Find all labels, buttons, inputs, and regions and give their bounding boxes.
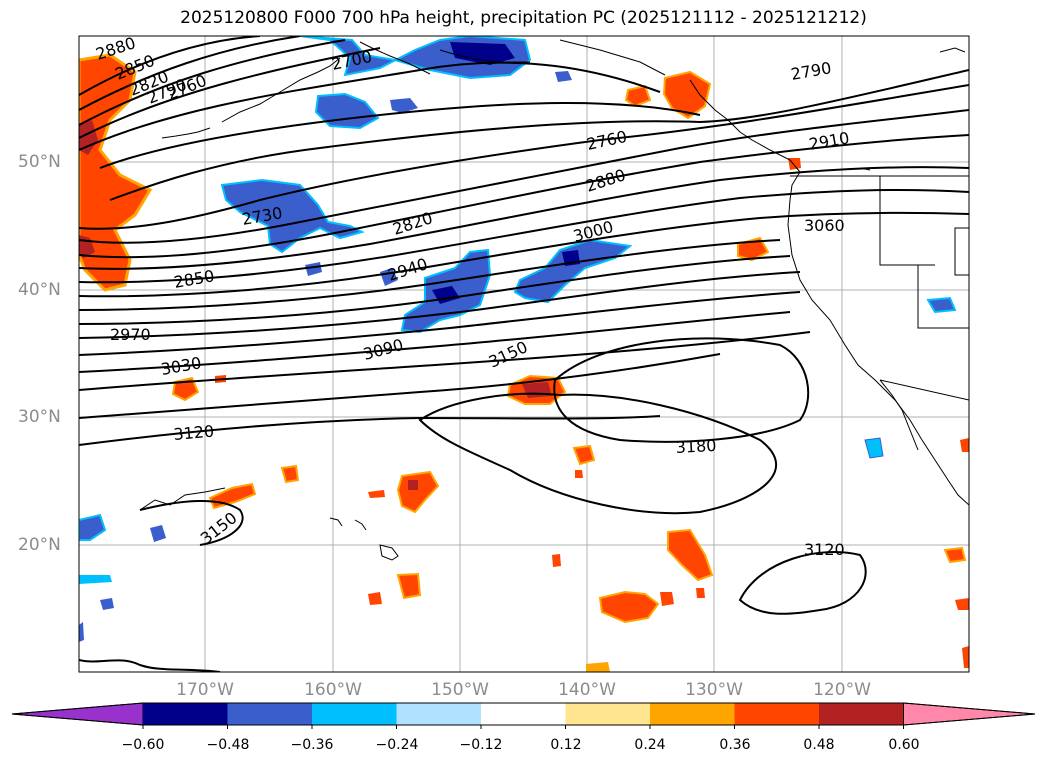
lat-label: 40°N [18, 280, 61, 300]
colorbar-tick: 0.60 [888, 737, 920, 753]
colorbar-tick: 0.12 [550, 737, 582, 753]
colorbar-tick: −0.36 [290, 737, 334, 753]
colorbar-segment [396, 703, 481, 725]
colorbar-extend-low [11, 702, 144, 726]
contour-label: 2970 [110, 325, 151, 344]
precip-shading [79, 36, 969, 672]
colorbar-segment [734, 703, 819, 725]
colorbar-extend-high [903, 702, 1036, 726]
lon-label: 130°W [685, 680, 743, 700]
contour-label: 2790 [789, 58, 832, 84]
map-title: 2025120800 F000 700 hPa height, precipit… [180, 8, 867, 28]
contour-label: 3150 [197, 508, 241, 548]
contour-label: 2760 [585, 127, 629, 154]
lon-label: 160°W [304, 680, 362, 700]
colorbar-tick: 0.48 [803, 737, 835, 753]
colorbar-tick: −0.48 [206, 737, 250, 753]
lon-label: 170°W [176, 680, 234, 700]
lon-label: 150°W [431, 680, 489, 700]
colorbar-tick: 0.36 [719, 737, 751, 753]
colorbar-segment [227, 703, 312, 725]
contour-label: 2850 [172, 266, 215, 292]
contour-label: 3060 [804, 216, 845, 235]
coastlines [139, 39, 969, 561]
contour-label: 2910 [807, 128, 850, 154]
contour-label: 2820 [390, 208, 435, 239]
contour-label: 3180 [675, 436, 717, 457]
colorbar-tick: 0.24 [634, 737, 666, 753]
lon-label: 140°W [558, 680, 616, 700]
contour-label: 3120 [804, 540, 845, 559]
colorbar-segment [481, 703, 566, 725]
colorbar [11, 702, 1036, 729]
contour-label: 2760 [164, 71, 209, 104]
colorbar-segment [819, 703, 904, 725]
contour-label: 3120 [173, 422, 215, 444]
contour-label: 3090 [361, 335, 405, 364]
height-contours [79, 36, 969, 672]
lat-label: 50°N [18, 152, 61, 172]
contour-label: 3150 [486, 337, 531, 371]
lat-label: 20°N [18, 535, 61, 555]
contour-label: 2880 [583, 165, 628, 196]
colorbar-tick: −0.60 [121, 737, 165, 753]
colorbar-tick: −0.12 [459, 737, 503, 753]
colorbar-segment [650, 703, 735, 725]
lat-label: 30°N [18, 407, 61, 427]
map-frame [78, 35, 970, 673]
lon-label: 120°W [813, 680, 871, 700]
colorbar-segment [312, 703, 397, 725]
contour-label: 3030 [159, 353, 202, 379]
colorbar-segment [565, 703, 650, 725]
colorbar-segment [143, 703, 228, 725]
colorbar-tick: −0.24 [375, 737, 419, 753]
contour-label: 2940 [385, 254, 430, 285]
